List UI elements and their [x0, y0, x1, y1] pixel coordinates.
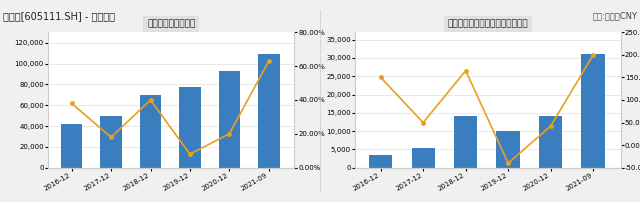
- Bar: [218, 71, 240, 168]
- Title: 营业总收入及增长率: 营业总收入及增长率: [147, 20, 195, 29]
- Bar: [454, 116, 477, 168]
- Text: 新洁能[605111.SH] - 财务摘要: 新洁能[605111.SH] - 财务摘要: [3, 11, 115, 21]
- Bar: [100, 116, 122, 168]
- Bar: [412, 147, 435, 168]
- Bar: [369, 155, 392, 168]
- Bar: [61, 124, 83, 168]
- Bar: [497, 131, 520, 168]
- Bar: [140, 95, 161, 168]
- Bar: [539, 116, 563, 168]
- Bar: [179, 87, 201, 168]
- Title: 归属母公司股东的净利润及增长率: 归属母公司股东的净利润及增长率: [448, 20, 528, 29]
- Bar: [582, 54, 605, 168]
- Text: 单位:万元，CNY: 单位:万元，CNY: [593, 11, 638, 20]
- Bar: [258, 54, 280, 168]
